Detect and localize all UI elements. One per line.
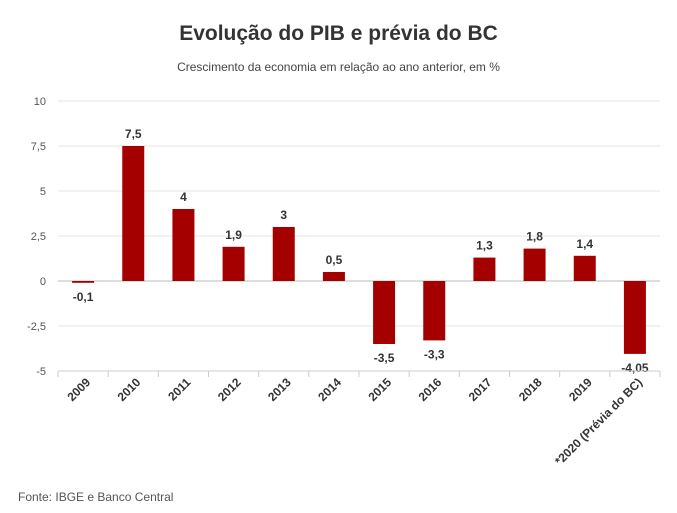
- bar: [172, 209, 195, 281]
- bar: [473, 257, 496, 281]
- y-tick-label: 5: [40, 186, 46, 198]
- x-tick-label: 2014: [315, 375, 344, 404]
- x-tick-label: 2015: [365, 375, 394, 404]
- data-label: 1,9: [225, 228, 242, 242]
- data-labels: -0,1 7,5 4 1,9 3 0,5 -3,5 -3,3 1,3 1,8 1,4 -4,05: [73, 127, 649, 375]
- data-label: 3: [280, 208, 287, 222]
- x-tick-label: 2017: [466, 375, 495, 404]
- chart-title: Evolução do PIB e prévia do BC: [179, 22, 498, 45]
- gridlines: [58, 100, 660, 372]
- data-label: -3,3: [424, 347, 445, 361]
- bar: [573, 255, 596, 281]
- x-tick-label: *2020 (Prévia do BC): [552, 375, 645, 468]
- data-label: 1,3: [476, 239, 493, 253]
- data-label: 7,5: [125, 127, 142, 141]
- data-label: -3,5: [374, 351, 395, 365]
- bar: [72, 281, 95, 283]
- data-label: -0,1: [73, 290, 94, 304]
- bars: [72, 146, 646, 354]
- data-label: 0,5: [326, 253, 343, 267]
- data-label: 1,4: [576, 237, 593, 251]
- y-axis: 10 7,5 5 2,5 0 -2,5 -5: [27, 96, 46, 378]
- bar: [373, 281, 396, 344]
- y-tick-label: -2,5: [27, 321, 46, 333]
- y-tick-label: -5: [36, 366, 46, 378]
- y-tick-label: 7,5: [31, 141, 46, 153]
- x-tick-label: 2019: [566, 375, 595, 404]
- bar: [222, 246, 245, 281]
- bar: [272, 227, 295, 281]
- bar: [423, 281, 446, 341]
- x-tick-label: 2011: [165, 375, 194, 404]
- x-tick-label: 2012: [215, 375, 244, 404]
- x-tick-label: 2013: [265, 375, 294, 404]
- chart-subtitle: Crescimento da economia em relação ao an…: [177, 60, 500, 74]
- bar: [523, 248, 546, 281]
- source-note: Fonte: IBGE e Banco Central: [18, 490, 174, 504]
- bar: [122, 146, 145, 281]
- y-tick-label: 2,5: [31, 231, 46, 243]
- bar: [322, 272, 345, 281]
- data-label: 1,8: [526, 230, 543, 244]
- x-tick-label: 2009: [64, 375, 93, 404]
- x-axis: 2009 2010 2011 2012 2013 2014 2015 2016 2017 2018…: [57, 370, 661, 468]
- x-tick-label: 2010: [115, 375, 144, 404]
- x-tick-label: 2016: [416, 375, 445, 404]
- bar: [623, 281, 646, 354]
- y-tick-label: 0: [40, 276, 46, 288]
- y-tick-label: 10: [34, 96, 46, 108]
- data-label: -4,05: [621, 361, 649, 375]
- x-tick-label: 2018: [516, 375, 545, 404]
- data-label: 4: [180, 190, 187, 204]
